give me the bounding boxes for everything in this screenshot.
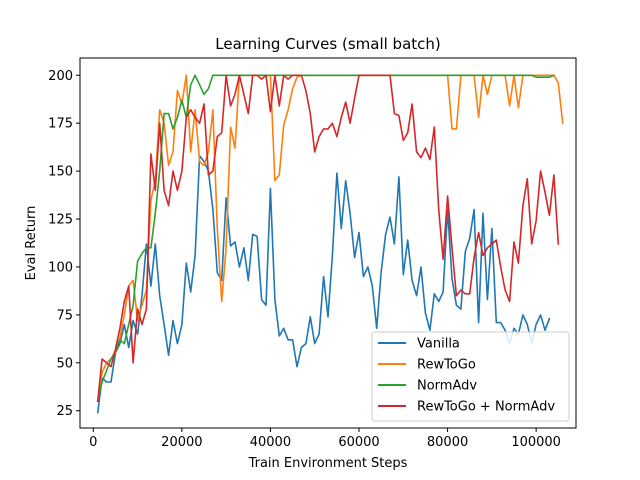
x-tick-label: 20000	[161, 435, 202, 450]
legend-box	[371, 331, 570, 422]
y-tick-label: 175	[48, 117, 73, 132]
series-layer	[96, 74, 564, 414]
x-axis-label: Train Environment Steps	[248, 456, 408, 471]
series-line-rewtogo-normadv	[96, 74, 560, 403]
x-axis: 0 20000 40000 60000 80000 100000	[89, 428, 561, 450]
y-tick-label: 125	[48, 213, 73, 228]
x-tick-label: 80000	[427, 435, 468, 450]
legend-label: RewToGo	[417, 358, 476, 373]
legend: Vanilla RewToGo NormAdv RewToGo + NormAdv	[371, 331, 570, 422]
y-axis-label: Eval Return	[24, 206, 39, 281]
x-tick-label: 0	[89, 435, 97, 450]
legend-label: RewToGo + NormAdv	[417, 400, 555, 415]
series-line-normadv	[96, 74, 555, 403]
y-tick-label: 200	[48, 69, 73, 84]
y-tick-label: 150	[48, 165, 73, 180]
y-tick-label: 50	[56, 356, 73, 371]
x-tick-label: 60000	[338, 435, 379, 450]
x-tick-label: 40000	[250, 435, 291, 450]
plot-frame	[79, 57, 577, 429]
series-line-vanilla	[96, 155, 551, 414]
legend-label: NormAdv	[417, 379, 477, 394]
x-tick-label: 100000	[511, 435, 561, 450]
y-tick-label: 25	[56, 404, 73, 419]
y-tick-label: 75	[56, 308, 73, 323]
legend-label: Vanilla	[417, 337, 460, 352]
y-tick-label: 100	[48, 260, 73, 275]
chart-title: Learning Curves (small batch)	[215, 35, 441, 53]
y-axis: 25 50 75 100 125 150 175 200	[48, 69, 80, 419]
